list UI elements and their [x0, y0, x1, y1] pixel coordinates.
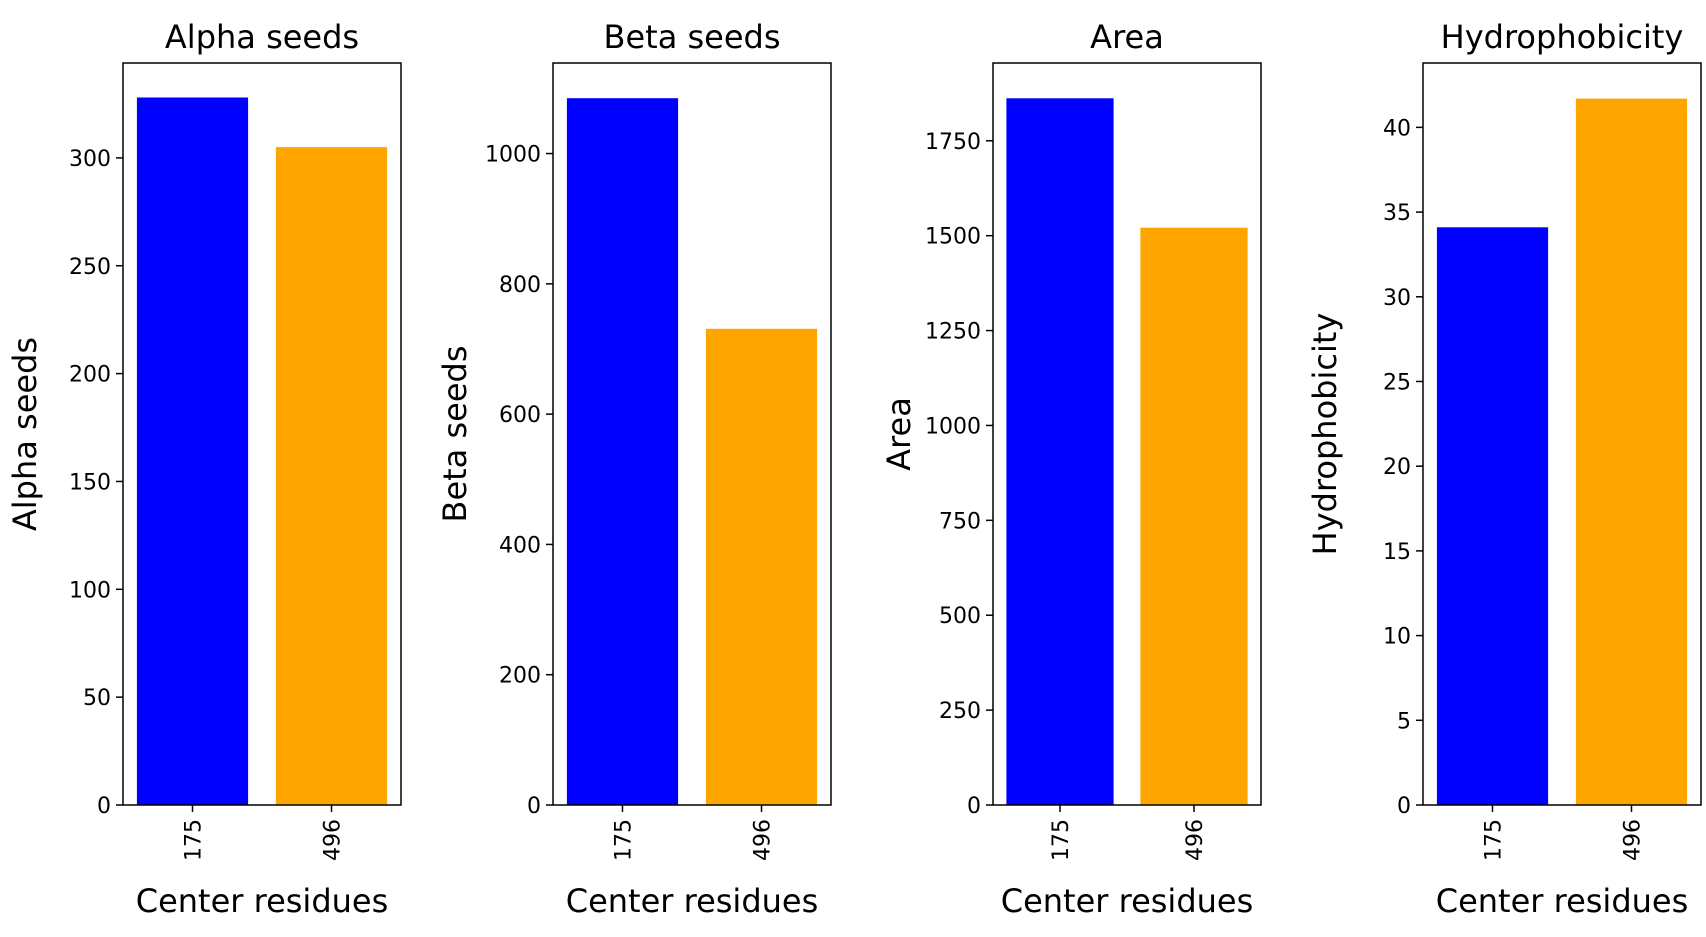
y-tick-label: 0 — [1397, 794, 1411, 819]
bar-496 — [1140, 227, 1248, 805]
x-tick-label: 175 — [1049, 819, 1074, 861]
subplot-1: 0 50 100 150 200 250 300 175 496 Alpha seeds Cente… — [6, 18, 402, 920]
x-tick-label: 496 — [1183, 819, 1208, 861]
y-tick-label: 800 — [499, 273, 541, 298]
bar-175 — [136, 97, 249, 805]
y-tick-label: 10 — [1383, 625, 1411, 650]
x-tick-label: 496 — [321, 819, 346, 861]
y-tick-label: 25 — [1383, 370, 1411, 395]
y-tick-label: 1750 — [925, 130, 981, 155]
y-tick-label: 1000 — [485, 143, 541, 168]
y-tick-label: 50 — [83, 686, 111, 711]
axes-frame — [992, 62, 1262, 806]
x-tick-label: 496 — [751, 819, 776, 861]
bar-175 — [1436, 227, 1549, 806]
bar-175 — [1006, 98, 1114, 806]
bar-496 — [1575, 98, 1688, 806]
y-tick-label: 250 — [69, 255, 111, 280]
y-axis-label: Alpha seeds — [6, 337, 44, 531]
x-tick-label: 496 — [1621, 819, 1646, 861]
y-tick-label: 200 — [499, 664, 541, 689]
x-axis-label: Center residues — [1436, 882, 1689, 920]
y-axis-label: Beta seeds — [436, 346, 474, 523]
y-tick-label: 40 — [1383, 116, 1411, 141]
axes-frame — [1422, 62, 1702, 806]
y-tick-label: 1250 — [925, 320, 981, 345]
subplot-4: 0 5 10 15 20 25 30 35 40 175 496 Hydrophobicity Cent… — [1306, 18, 1702, 920]
y-tick-label: 0 — [97, 794, 111, 819]
y-tick-label: 100 — [69, 578, 111, 603]
axes-frame — [552, 62, 832, 806]
y-tick-label: 200 — [69, 363, 111, 388]
bar-496 — [275, 147, 388, 806]
chart-title: Area — [1090, 18, 1164, 56]
bar-496 — [705, 328, 818, 805]
chart-title: Hydrophobicity — [1441, 18, 1684, 56]
y-tick-label: 5 — [1397, 709, 1411, 734]
chart-title: Alpha seeds — [165, 18, 359, 56]
y-tick-label: 300 — [69, 147, 111, 172]
y-tick-label: 250 — [939, 699, 981, 724]
y-axis-label: Hydrophobicity — [1306, 313, 1344, 556]
y-tick-label: 1000 — [925, 414, 981, 439]
y-tick-label: 30 — [1383, 286, 1411, 311]
y-tick-label: 750 — [939, 509, 981, 534]
chart-title: Beta seeds — [604, 18, 781, 56]
y-tick-label: 35 — [1383, 201, 1411, 226]
y-tick-label: 150 — [69, 470, 111, 495]
x-tick-label: 175 — [612, 819, 637, 861]
subplot-3: 0 250 500 750 1000 1250 1500 1750 175 496 Area Cent… — [880, 18, 1262, 920]
x-axis-label: Center residues — [136, 882, 389, 920]
axes-frame — [122, 62, 402, 806]
y-tick-label: 20 — [1383, 455, 1411, 480]
y-axis-label: Area — [880, 397, 918, 471]
x-tick-label: 175 — [182, 819, 207, 861]
subplot-2: 0 200 400 600 800 1000 175 496 Beta seeds Center … — [436, 18, 832, 920]
bar-175 — [566, 98, 679, 805]
y-tick-label: 400 — [499, 533, 541, 558]
y-tick-label: 0 — [967, 794, 981, 819]
y-tick-label: 500 — [939, 604, 981, 629]
y-tick-label: 600 — [499, 403, 541, 428]
x-axis-label: Center residues — [566, 882, 819, 920]
y-tick-label: 0 — [527, 794, 541, 819]
x-tick-label: 175 — [1482, 819, 1507, 861]
y-tick-label: 1500 — [925, 225, 981, 250]
y-tick-label: 15 — [1383, 540, 1411, 565]
x-axis-label: Center residues — [1001, 882, 1254, 920]
